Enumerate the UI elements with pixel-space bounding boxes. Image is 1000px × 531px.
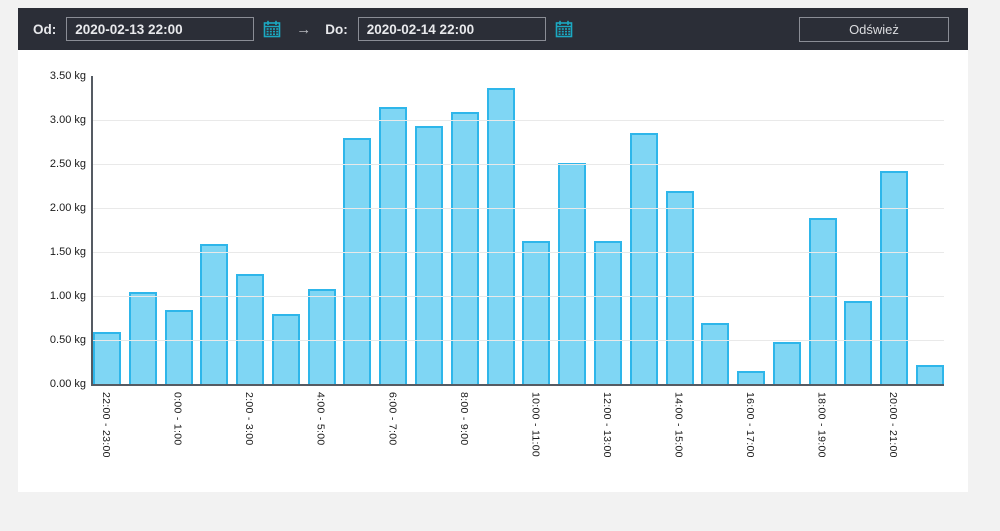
y-axis-tick-label: 3.50 kg [49, 70, 86, 82]
refresh-button[interactable]: Odśwież [799, 16, 949, 42]
calendar-icon [555, 20, 573, 38]
x-axis-tick-label: 4:00 - 5:00 [314, 392, 327, 446]
x-axis-tick-label: 2:00 - 3:00 [243, 392, 256, 446]
bar [772, 341, 801, 384]
bar [450, 112, 479, 384]
bar [880, 171, 909, 384]
gridline [93, 164, 944, 165]
from-calendar-button[interactable] [262, 19, 282, 39]
bar [343, 137, 372, 384]
x-axis-tick-label: 22:00 - 23:00 [100, 392, 112, 458]
y-axis-tick-label: 2.00 kg [49, 202, 86, 214]
bar [164, 310, 193, 384]
gridline [93, 340, 944, 341]
bar [522, 240, 551, 384]
calendar-icon [263, 20, 281, 38]
x-axis-tick-label: 8:00 - 9:00 [457, 392, 470, 446]
bar [271, 314, 300, 384]
bar [486, 88, 515, 384]
to-date-input[interactable] [357, 17, 546, 41]
to-label: Do: [325, 21, 348, 37]
toolbar: Od: → Do: Odśwież [18, 8, 968, 50]
x-axis-tick-label: 12:00 - 13:00 [600, 392, 613, 458]
bar [307, 288, 336, 384]
bar [415, 126, 444, 384]
gridline [93, 252, 944, 253]
gridline [93, 120, 944, 121]
bar-series [93, 76, 944, 384]
from-date-input[interactable] [66, 17, 255, 41]
x-axis-tick-label: 14:00 - 15:00 [672, 392, 685, 458]
arrow-right-icon: → [296, 20, 312, 38]
y-axis-tick-label: 2.50 kg [49, 158, 86, 170]
y-axis-tick-label: 3.00 kg [49, 114, 86, 126]
gridline [93, 296, 944, 297]
to-calendar-button[interactable] [554, 19, 574, 39]
x-axis-tick-label: 0:00 - 1:00 [171, 392, 184, 446]
x-axis-tick-label: 10:00 - 11:00 [529, 392, 542, 458]
y-axis-line [91, 76, 93, 386]
bar [593, 240, 622, 384]
bar [844, 301, 873, 384]
x-axis-tick-label: 6:00 - 7:00 [386, 392, 399, 446]
y-axis-tick-label: 0.00 kg [49, 378, 86, 390]
plot-area: 0.00 kg 0.50 kg 1.00 kg 1.50 kg 2.00 kg 2.50 … [50, 70, 944, 458]
bar [558, 163, 587, 384]
from-label: Od: [33, 21, 57, 37]
bar [737, 370, 766, 384]
y-axis-tick-label: 1.50 kg [49, 246, 86, 258]
y-axis-tick-label: 1.00 kg [49, 290, 86, 302]
x-axis-line [91, 384, 944, 386]
x-axis-tick-label: 16:00 - 17:00 [744, 392, 757, 458]
bar [808, 217, 837, 384]
bar [236, 274, 265, 384]
bar [128, 292, 157, 384]
bar [200, 244, 229, 384]
bar [665, 191, 694, 384]
x-axis-tick-label: 18:00 - 19:00 [815, 392, 828, 458]
x-axis-tick-label: 20:00 - 21:00 [887, 392, 900, 458]
gridline [93, 208, 944, 209]
bar [629, 133, 658, 384]
bar [915, 364, 944, 384]
y-axis-tick-label: 0.50 kg [49, 334, 86, 346]
bar [701, 323, 730, 384]
bar [379, 106, 408, 384]
chart-panel: 0.00 kg 0.50 kg 1.00 kg 1.50 kg 2.00 kg 2.50 … [18, 50, 968, 492]
